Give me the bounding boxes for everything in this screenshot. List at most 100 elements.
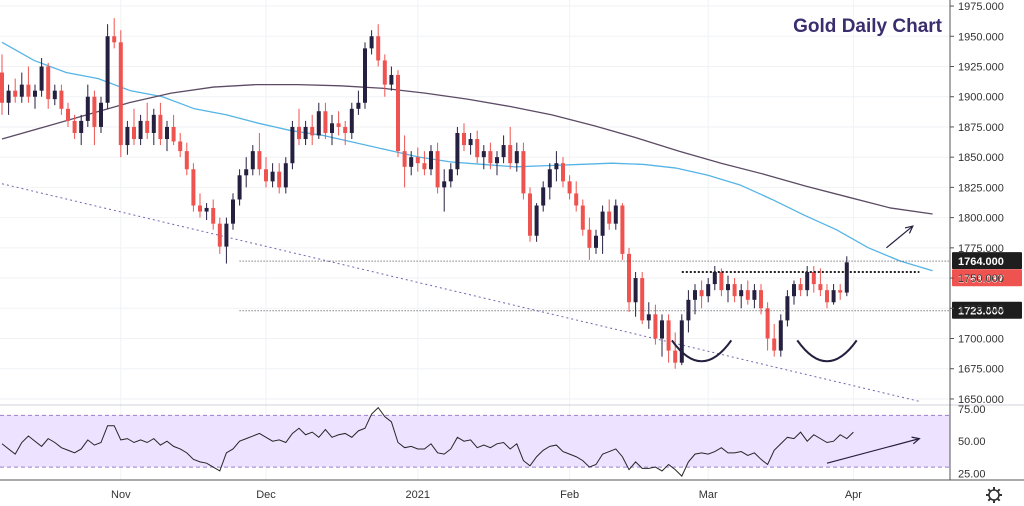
candle-body bbox=[39, 66, 44, 91]
candle-body bbox=[613, 205, 618, 224]
candle bbox=[488, 142, 493, 170]
candle-body bbox=[587, 229, 592, 248]
candle bbox=[455, 126, 460, 176]
x-tick-label: Mar bbox=[699, 489, 718, 501]
candle bbox=[132, 108, 136, 146]
candle bbox=[198, 193, 202, 218]
candle bbox=[613, 199, 618, 230]
candle-body bbox=[19, 84, 24, 97]
candle-body bbox=[831, 290, 836, 303]
candle bbox=[528, 187, 532, 242]
candle bbox=[39, 58, 44, 97]
candle bbox=[323, 102, 328, 140]
candle bbox=[547, 163, 552, 200]
rsi-trend-arrow-shaft bbox=[826, 438, 920, 464]
candle-body bbox=[356, 102, 361, 109]
candle-body bbox=[600, 211, 605, 236]
candle bbox=[567, 175, 572, 200]
candle bbox=[422, 151, 427, 176]
candle bbox=[244, 157, 249, 188]
candle-body bbox=[283, 163, 288, 188]
candle-body bbox=[435, 151, 440, 188]
candle-body bbox=[679, 320, 684, 363]
candle-body bbox=[165, 126, 169, 140]
candle bbox=[765, 302, 770, 351]
candle bbox=[693, 284, 697, 315]
candle bbox=[798, 278, 803, 297]
candle-body bbox=[13, 90, 18, 97]
candle-body bbox=[462, 132, 466, 146]
candle-body bbox=[112, 36, 117, 43]
y-tick-label: 1675.000 bbox=[958, 364, 1004, 376]
y-tick-label: 1800.000 bbox=[958, 213, 1004, 225]
candle-body bbox=[422, 163, 427, 170]
candle bbox=[699, 280, 704, 309]
y-tick-label: 1750.000 bbox=[958, 273, 1004, 285]
ma-line-0 bbox=[1, 41, 933, 272]
candle-body bbox=[455, 132, 460, 170]
candle-body bbox=[0, 72, 4, 103]
candle bbox=[838, 284, 843, 300]
candle bbox=[72, 114, 77, 140]
candle-body bbox=[204, 207, 209, 212]
candle bbox=[270, 163, 275, 188]
candle-body bbox=[363, 48, 367, 103]
candle bbox=[13, 78, 18, 103]
candle-body bbox=[145, 120, 150, 133]
candle-body bbox=[118, 42, 123, 146]
candle-body bbox=[429, 151, 433, 170]
candle-body bbox=[495, 157, 499, 164]
candle-body bbox=[712, 272, 717, 285]
candle bbox=[554, 151, 559, 182]
candle bbox=[138, 114, 143, 146]
x-tick-label: Apr bbox=[845, 489, 862, 501]
candle-body bbox=[574, 193, 579, 206]
candle bbox=[99, 96, 103, 133]
price-tag-label: 1763.037 bbox=[958, 273, 1004, 285]
y-tick-label: 1725.000 bbox=[958, 303, 1004, 315]
candle-body bbox=[158, 114, 163, 140]
candle-body bbox=[739, 290, 744, 297]
candle bbox=[402, 135, 407, 188]
candle-body bbox=[409, 157, 414, 167]
candle bbox=[26, 66, 31, 103]
price-tag-bg bbox=[952, 301, 1022, 319]
candle-body bbox=[402, 151, 407, 167]
candle-body bbox=[475, 139, 480, 158]
candle bbox=[594, 229, 598, 254]
candle bbox=[508, 126, 513, 170]
candle bbox=[277, 163, 282, 194]
candle-body bbox=[673, 350, 678, 363]
candle bbox=[290, 120, 295, 170]
candle-body bbox=[244, 169, 249, 176]
y-tick-label: 1925.000 bbox=[958, 61, 1004, 73]
candle bbox=[264, 157, 268, 188]
candle bbox=[363, 42, 367, 109]
candle-body bbox=[310, 126, 315, 136]
breakout-arrow-head bbox=[904, 225, 914, 234]
candle bbox=[310, 114, 315, 146]
candle-body bbox=[838, 290, 843, 293]
gear-icon[interactable] bbox=[986, 487, 1002, 503]
candle bbox=[171, 114, 176, 146]
candle bbox=[33, 84, 37, 109]
candle-body bbox=[33, 90, 37, 97]
candle bbox=[158, 102, 163, 146]
candle bbox=[501, 135, 506, 164]
candle bbox=[759, 284, 763, 315]
bottom-arc bbox=[796, 339, 858, 363]
candle bbox=[396, 70, 400, 158]
candle bbox=[59, 84, 64, 115]
candle bbox=[640, 272, 645, 324]
candle bbox=[125, 120, 130, 155]
candle-body bbox=[99, 102, 103, 127]
candle bbox=[231, 193, 235, 230]
candle-body bbox=[46, 66, 51, 100]
rsi-trend-arrow bbox=[826, 436, 921, 464]
candle-body bbox=[138, 120, 143, 140]
candle bbox=[752, 284, 757, 309]
candle-body bbox=[382, 60, 387, 85]
candle bbox=[409, 151, 414, 176]
candle bbox=[772, 324, 777, 357]
